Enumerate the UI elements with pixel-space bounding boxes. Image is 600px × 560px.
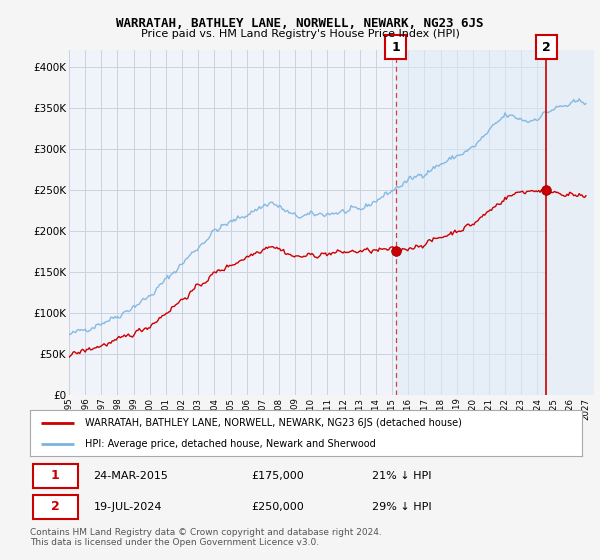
Text: 1: 1 — [51, 469, 60, 482]
Text: HPI: Average price, detached house, Newark and Sherwood: HPI: Average price, detached house, Newa… — [85, 438, 376, 449]
Text: 2: 2 — [542, 40, 551, 54]
Text: 21% ↓ HPI: 21% ↓ HPI — [372, 470, 432, 480]
Text: WARRATAH, BATHLEY LANE, NORWELL, NEWARK, NG23 6JS: WARRATAH, BATHLEY LANE, NORWELL, NEWARK,… — [116, 17, 484, 30]
Text: 19-JUL-2024: 19-JUL-2024 — [94, 502, 162, 512]
Text: Price paid vs. HM Land Registry's House Price Index (HPI): Price paid vs. HM Land Registry's House … — [140, 29, 460, 39]
Bar — [395, 50, 547, 395]
Text: 24-MAR-2015: 24-MAR-2015 — [94, 470, 169, 480]
Text: 29% ↓ HPI: 29% ↓ HPI — [372, 502, 432, 512]
Text: WARRATAH, BATHLEY LANE, NORWELL, NEWARK, NG23 6JS (detached house): WARRATAH, BATHLEY LANE, NORWELL, NEWARK,… — [85, 418, 462, 428]
Text: Contains HM Land Registry data © Crown copyright and database right 2024.
This d: Contains HM Land Registry data © Crown c… — [30, 528, 382, 547]
Text: 2: 2 — [51, 500, 60, 514]
Text: 1: 1 — [391, 40, 400, 54]
FancyBboxPatch shape — [33, 464, 78, 488]
Text: £175,000: £175,000 — [251, 470, 304, 480]
Text: £250,000: £250,000 — [251, 502, 304, 512]
FancyBboxPatch shape — [33, 495, 78, 519]
Bar — [547, 50, 594, 395]
